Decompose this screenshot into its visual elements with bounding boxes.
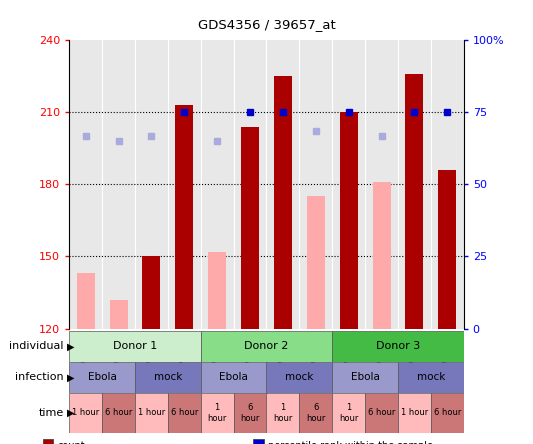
Bar [365,393,398,433]
Bar [266,393,300,433]
Bar [201,362,266,393]
Text: 1
hour: 1 hour [339,403,358,423]
Text: Donor 3: Donor 3 [376,341,420,351]
Bar [241,127,259,329]
Bar [135,362,201,393]
Bar [201,331,332,362]
Bar [398,393,431,433]
Text: 6
hour: 6 hour [306,403,326,423]
Text: 1 hour: 1 hour [138,408,165,417]
Bar [110,300,127,329]
Bar [142,257,160,329]
Text: infection: infection [15,373,64,382]
Bar [77,273,95,329]
Text: 6 hour: 6 hour [368,408,395,417]
Text: time: time [39,408,64,418]
Bar [373,182,391,329]
Text: 1 hour: 1 hour [401,408,428,417]
Text: Ebola: Ebola [88,373,117,382]
Text: 6 hour: 6 hour [433,408,461,417]
Bar [69,362,135,393]
Text: mock: mock [417,373,445,382]
Text: individual: individual [10,341,64,351]
Bar [438,170,456,329]
Bar [233,393,266,433]
Text: 6 hour: 6 hour [171,408,198,417]
Bar [175,105,193,329]
Bar [332,331,464,362]
Text: Donor 1: Donor 1 [113,341,157,351]
Bar [208,252,226,329]
Bar [102,393,135,433]
Bar [266,362,332,393]
Bar [253,439,264,444]
Text: ▶: ▶ [67,373,74,382]
Text: mock: mock [285,373,313,382]
Text: ▶: ▶ [67,341,74,351]
Text: 6
hour: 6 hour [240,403,260,423]
Bar [201,393,233,433]
Text: 1
hour: 1 hour [273,403,293,423]
Bar [398,362,464,393]
Text: Donor 2: Donor 2 [244,341,289,351]
Bar [340,112,358,329]
Bar [300,393,332,433]
Text: 1 hour: 1 hour [72,408,99,417]
Text: 6 hour: 6 hour [105,408,132,417]
Bar [332,362,398,393]
Bar [135,393,168,433]
Text: GDS4356 / 39657_at: GDS4356 / 39657_at [198,18,335,31]
Bar [332,393,365,433]
Text: Ebola: Ebola [219,373,248,382]
Text: Ebola: Ebola [351,373,379,382]
Bar [43,439,53,444]
Bar [406,74,423,329]
Text: mock: mock [154,373,182,382]
Bar [69,331,201,362]
Bar [274,76,292,329]
Bar [307,196,325,329]
Text: 1
hour: 1 hour [207,403,227,423]
Bar [168,393,201,433]
Text: count: count [58,441,85,444]
Bar [431,393,464,433]
Text: percentile rank within the sample: percentile rank within the sample [268,441,433,444]
Text: ▶: ▶ [67,408,74,418]
Bar [69,393,102,433]
